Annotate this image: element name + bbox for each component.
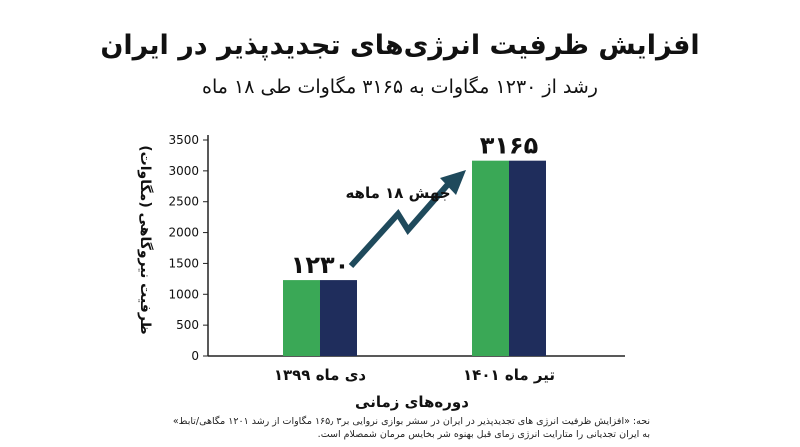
bar-value-label: ۳۱۶۵ xyxy=(480,132,539,160)
x-category-label: دی ماه ۱۳۹۹ xyxy=(274,366,367,384)
y-tick-label: 3500 xyxy=(168,133,199,147)
chart-labels: ۱۲۳۰ دی ماه ۱۳۹۹ ۳۱۶۵ تیر ماه ۱۴۰۱ xyxy=(274,132,555,384)
bar-right-segment xyxy=(509,160,546,356)
chart-bars xyxy=(283,160,546,356)
y-tick-label: 3000 xyxy=(168,164,199,178)
y-tick-label: 0 xyxy=(191,349,199,363)
annotation-text: جهش ۱۸ ماهه xyxy=(345,184,450,202)
footnote: نحه: «افزایش ظرفیت انرژی های تجدیدپذیر د… xyxy=(172,416,650,440)
x-category-label: تیر ماه ۱۴۰۱ xyxy=(463,366,555,384)
growth-arrow-line xyxy=(348,180,453,269)
y-tick-label: 500 xyxy=(176,318,199,332)
y-axis-label: ظرفیت نیروگاهی (مگاوات) xyxy=(137,145,153,335)
y-tick-label: 2500 xyxy=(168,195,199,209)
bar-value-label: ۱۲۳۰ xyxy=(291,251,350,279)
growth-arrow-head xyxy=(440,170,466,195)
bar-right-segment xyxy=(320,280,357,356)
chart-axes xyxy=(207,135,625,357)
y-tick-label: 1500 xyxy=(168,256,199,270)
chart-title: افزایش ظرفیت انرژی‌های تجدیدپذیر در ایرا… xyxy=(100,30,700,61)
y-tick-label: 2000 xyxy=(168,226,199,240)
bar-left-segment xyxy=(472,160,509,356)
growth-annotation: جهش ۱۸ ماهه xyxy=(345,170,466,269)
chart-subtitle: رشد از ۱۲۳۰ مگاوات به ۳۱۶۵ مگاوات طی ۱۸ … xyxy=(202,76,598,98)
y-tick-label: 1000 xyxy=(168,287,199,301)
bar-left-segment xyxy=(283,280,320,356)
y-axis-ticks: 0 500 1000 1500 2000 2500 3000 3500 xyxy=(168,133,208,363)
x-axis-label: دوره‌های زمانی xyxy=(355,393,469,411)
